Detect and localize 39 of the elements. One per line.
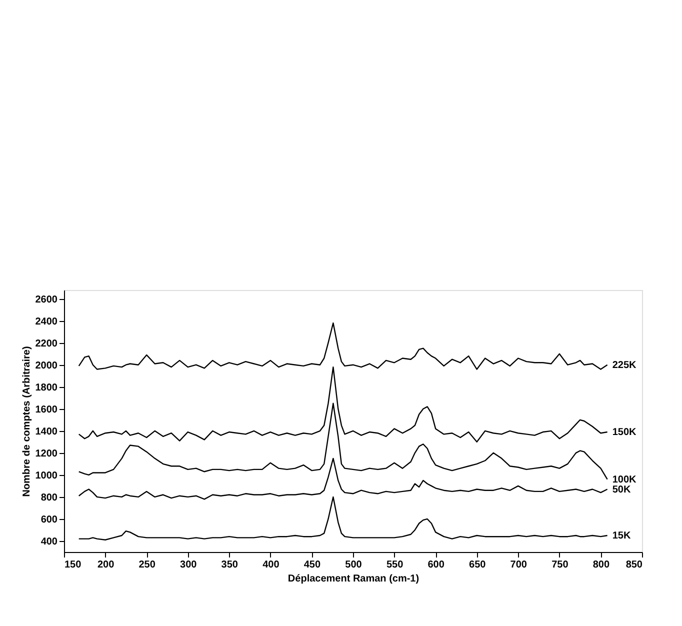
series-label: 15K <box>612 530 632 542</box>
x-tick-label: 850 <box>626 560 643 570</box>
x-tick-label: 400 <box>262 560 280 570</box>
series-label: 150K <box>612 427 638 438</box>
line-series <box>78 366 608 443</box>
series-label: 50K <box>612 484 632 496</box>
y-tick-label: 1600 <box>35 404 58 416</box>
y-tick-label: 1400 <box>35 426 58 438</box>
y-tick-label: 1000 <box>35 470 58 482</box>
y-tick-label: 2200 <box>35 338 58 350</box>
x-tick-label: 300 <box>180 560 198 570</box>
x-tick-label: 650 <box>469 560 486 570</box>
line-series <box>78 322 608 370</box>
x-tick-label: 150 <box>64 560 82 570</box>
y-tick-label: 600 <box>40 514 58 526</box>
x-axis-title: Déplacement Raman (cm-1) <box>288 574 420 584</box>
y-tick-label: 2000 <box>35 360 58 372</box>
line-series <box>78 458 608 500</box>
x-tick-label: 750 <box>552 560 569 570</box>
line-series <box>78 496 608 540</box>
y-tick-label: 800 <box>40 492 58 504</box>
x-tick-label: 500 <box>345 560 362 570</box>
x-tick-label: 700 <box>510 560 528 570</box>
series-label: 225K <box>612 360 638 371</box>
x-tick-label: 350 <box>221 560 238 570</box>
series-label: 100K <box>612 474 638 486</box>
x-tick-label: 200 <box>97 560 115 570</box>
x-tick-label: 550 <box>386 560 404 570</box>
y-tick-label: 1200 <box>35 448 58 460</box>
x-tick-label: 800 <box>592 560 610 570</box>
y-tick-label: 2400 <box>35 316 58 328</box>
y-tick-label: 400 <box>40 536 58 548</box>
y-tick-label: 1800 <box>35 382 58 394</box>
x-tick-label: 450 <box>304 560 321 570</box>
line-series <box>78 402 608 480</box>
y-axis-title: Nombre de comptes (Arbitraire) <box>21 346 32 497</box>
x-tick-label: 600 <box>428 560 445 570</box>
y-tick-label: 2600 <box>35 294 58 306</box>
x-tick-label: 250 <box>138 560 156 570</box>
